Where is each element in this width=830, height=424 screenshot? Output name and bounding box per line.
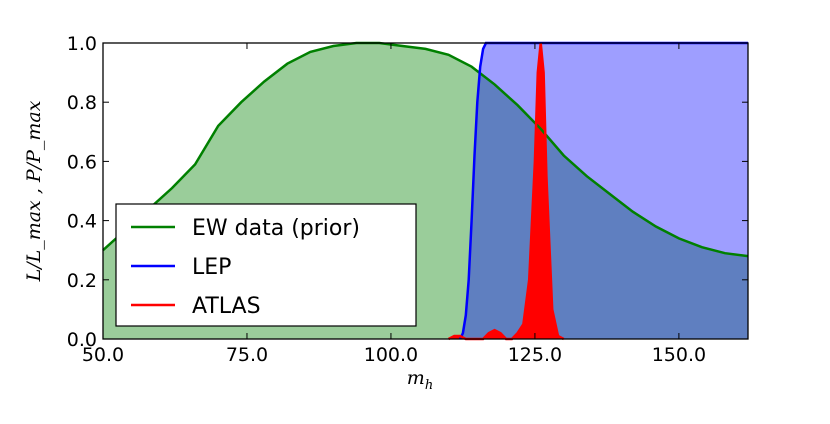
y-tick-label: 0.2 (67, 270, 97, 292)
y-tick-label: 0.6 (67, 151, 97, 173)
y-tick-label: 0.0 (67, 329, 97, 351)
x-tick-label: 150.0 (652, 344, 706, 366)
series-fill-atlas (448, 43, 564, 339)
legend-label-atlas: ATLAS (192, 294, 261, 319)
series-line-ew (102, 41, 749, 258)
y-tick-label: 0.8 (67, 92, 97, 114)
x-tick-label: 50.0 (82, 344, 124, 366)
legend-label-lep: LEP (192, 255, 231, 280)
x-tick-label: 75.0 (226, 344, 268, 366)
y-tick-label: 1.0 (67, 33, 97, 55)
legend: EW data (prior) LEP ATLAS (115, 203, 417, 327)
plot-frame (102, 42, 749, 340)
legend-label-ew: EW data (prior) (192, 216, 360, 241)
x-axis-label: mh (407, 367, 433, 393)
x-axis-ticks: 50.0 75.0 100.0 125.0 150.0 (82, 43, 706, 366)
x-tick-label: 100.0 (364, 344, 418, 366)
x-tick-label: 125.0 (508, 344, 562, 366)
y-axis-ticks: 0.0 0.2 0.4 0.6 0.8 1.0 (67, 33, 748, 351)
y-tick-label: 0.4 (67, 211, 97, 233)
y-axis-label: L/L_max , P/P_max (23, 100, 45, 282)
